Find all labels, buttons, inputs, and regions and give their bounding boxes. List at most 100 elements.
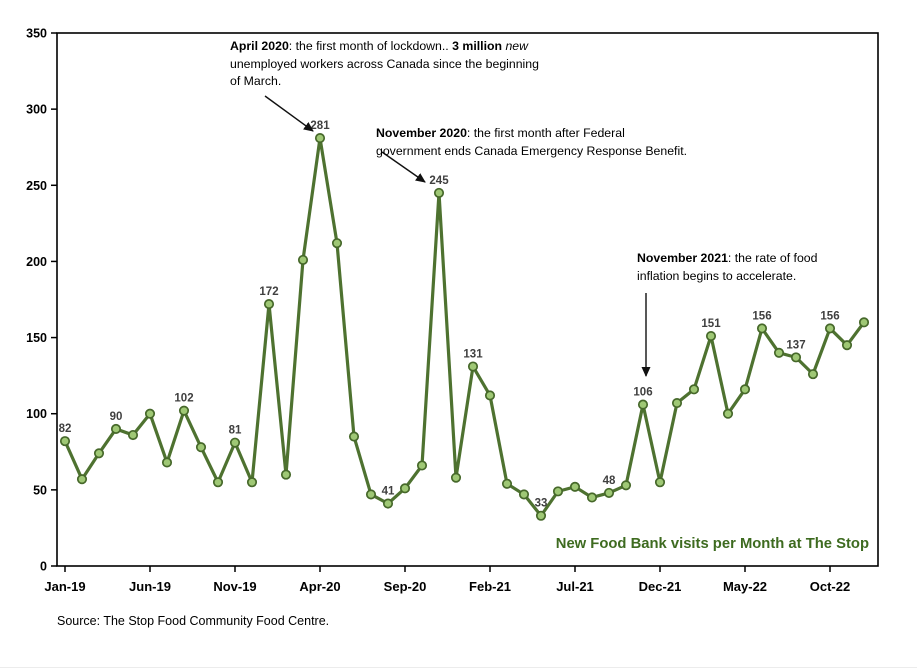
data-point-marker (127, 429, 139, 441)
annotation-arrow-november-2020 (381, 151, 426, 183)
data-point-marker (790, 352, 802, 363)
x-axis-tick-label: Feb-21 (469, 579, 511, 594)
data-point-marker (416, 460, 428, 471)
data-point-label: 81 (229, 425, 242, 437)
x-axis-tick-label: Jul-21 (556, 579, 594, 594)
x-axis-tick-label: Apr-20 (299, 579, 340, 594)
data-point-marker (297, 254, 309, 265)
annotation-april-2020: April 2020: the first month of lockdown.… (230, 38, 539, 91)
data-point-marker (263, 299, 275, 310)
y-axis-tick-label: 150 (26, 331, 47, 345)
y-axis-tick-label: 250 (26, 179, 47, 193)
data-point-marker (178, 405, 190, 416)
data-point-marker (331, 238, 343, 249)
annotation-line: November 2020: the first month after Fed… (376, 126, 625, 140)
data-point-label: 151 (701, 318, 721, 330)
data-point-marker (161, 457, 173, 468)
data-point-marker (688, 384, 700, 395)
x-axis-tick-label: Nov-19 (213, 579, 256, 594)
data-point-label: 48 (603, 475, 616, 487)
series-title: New Food Bank visits per Month at The St… (555, 536, 869, 552)
data-point-marker (280, 469, 292, 480)
annotation-line: April 2020: the first month of lockdown.… (230, 39, 529, 53)
annotation-line: of March. (230, 74, 282, 88)
data-point-label: 156 (820, 310, 839, 322)
data-point-label: 33 (535, 498, 548, 510)
data-point-marker (212, 477, 224, 488)
data-point-marker (535, 510, 547, 521)
annotation-november-2020: November 2020: the first month after Fed… (376, 125, 687, 160)
data-point-marker (93, 448, 105, 459)
data-point-marker (246, 477, 258, 488)
data-point-marker (399, 483, 411, 494)
data-point-marker (824, 323, 836, 334)
y-axis-tick-label: 350 (26, 27, 47, 41)
annotation-line: government ends Canada Emergency Respons… (376, 143, 688, 158)
data-point-label: 82 (59, 423, 72, 435)
data-point-marker (739, 384, 751, 395)
data-point-marker (144, 408, 156, 419)
data-point-marker (773, 347, 785, 358)
data-point-label: 106 (633, 387, 652, 399)
bottom-divider (0, 667, 917, 668)
data-point-label: 90 (110, 411, 123, 423)
data-point-marker (433, 187, 445, 198)
y-axis-tick-label: 200 (26, 255, 47, 269)
y-axis-tick-label: 100 (26, 407, 47, 421)
x-axis-tick-label: Oct-22 (810, 579, 850, 594)
data-point-label: 281 (310, 120, 330, 132)
y-axis-tick-label: 0 (40, 560, 47, 574)
data-point-marker (637, 399, 649, 410)
data-point-marker (348, 431, 360, 442)
data-point-marker (467, 361, 479, 372)
data-line (63, 136, 866, 518)
data-point-marker (195, 442, 207, 453)
data-point-marker (586, 492, 598, 503)
data-point-marker (705, 330, 717, 342)
annotation-line: unemployed workers across Canada since t… (230, 56, 539, 71)
data-point-marker (110, 423, 122, 434)
data-point-marker (59, 436, 71, 447)
data-point-marker (382, 498, 394, 509)
data-point-marker (501, 478, 513, 489)
data-point-marker (484, 390, 496, 401)
x-axis-tick-label: Sep-20 (384, 579, 427, 594)
data-point-marker (365, 489, 377, 500)
annotation-arrow-april-2020 (264, 95, 314, 132)
data-point-marker (858, 317, 870, 328)
data-point-marker (518, 489, 530, 500)
data-point-marker (229, 437, 241, 448)
x-axis-tick-label: Jan-19 (44, 579, 85, 594)
annotation-november-2021: November 2021: the rate of food inflation… (637, 250, 817, 285)
data-point-marker (76, 474, 88, 485)
source-note: Source: The Stop Food Community Food Cen… (57, 614, 330, 628)
plot-border (56, 32, 879, 567)
data-point-marker (314, 133, 326, 144)
annotation-line: inflation begins to accelerate. (637, 268, 797, 283)
data-point-marker (620, 480, 632, 491)
data-point-marker (756, 323, 768, 334)
data-point-marker (722, 408, 734, 419)
data-point-marker (671, 398, 683, 409)
data-point-label: 156 (752, 310, 771, 322)
data-point-marker (450, 472, 462, 483)
data-point-marker (807, 369, 819, 380)
data-point-label: 41 (382, 486, 395, 498)
data-point-label: 131 (463, 349, 483, 361)
x-axis-tick-label: Jun-19 (129, 579, 171, 594)
data-point-marker (654, 477, 666, 488)
data-point-marker (603, 487, 615, 498)
annotation-line: November 2021: the rate of food (637, 251, 818, 265)
data-point-label: 245 (429, 175, 449, 187)
x-axis-tick-label: May-22 (723, 579, 767, 594)
data-point-label: 137 (786, 339, 805, 351)
data-point-marker (841, 340, 853, 351)
data-point-marker (552, 486, 564, 497)
x-axis-tick-label: Dec-21 (639, 579, 682, 594)
y-axis-tick-label: 300 (26, 103, 47, 117)
data-point-label: 102 (174, 393, 193, 405)
data-point-marker (569, 481, 581, 492)
data-point-label: 172 (259, 286, 278, 298)
